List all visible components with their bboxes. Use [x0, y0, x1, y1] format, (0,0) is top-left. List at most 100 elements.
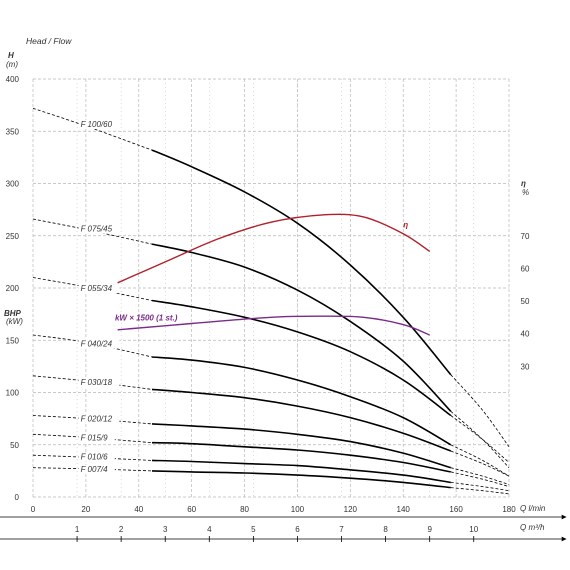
curve-label-bg: [78, 120, 120, 130]
curve-dashed-end: [450, 487, 510, 495]
curve-group: F 020/12: [32, 414, 510, 485]
curve-dashed-start: [32, 277, 153, 301]
curve-label: F 015/9: [81, 434, 109, 443]
x-tick-label: 80: [240, 505, 249, 514]
power-label: kW × 1500 (1 st.): [115, 313, 178, 322]
bhp-axis-unit: (kW): [6, 317, 23, 326]
y-tick-label: 250: [6, 232, 20, 241]
curve-group: F 075/45: [32, 218, 510, 468]
x-tick-label: 160: [449, 505, 463, 514]
x-secondary-tick-label: 10: [469, 525, 478, 534]
x-secondary-tick-label: 7: [339, 525, 344, 534]
y-axis-symbol: H: [8, 51, 14, 60]
curve-solid: [151, 441, 451, 473]
eff-tick-label: 40: [521, 330, 530, 339]
curve-group: F 100/60: [32, 107, 510, 448]
x-tick-label: 120: [344, 505, 358, 514]
eff-axis-symbol: η: [521, 179, 526, 188]
curve-label-bg: [78, 339, 120, 349]
curve-solid: [151, 423, 452, 469]
y-tick-label: 400: [6, 75, 20, 84]
x-secondary-tick-label: 9: [427, 525, 432, 534]
x-tick-label: 20: [81, 505, 90, 514]
curve-group: F 010/6: [32, 452, 510, 492]
curve-label-bg: [78, 284, 120, 294]
eff-axis-unit: %: [522, 188, 529, 197]
efficiency-curve: [117, 213, 431, 284]
curve-label-bg: [78, 224, 120, 234]
curve-label-bg: [78, 452, 115, 462]
curve-dashed-end: [450, 374, 510, 448]
x-secondary-tick-label: 5: [251, 525, 256, 534]
curve-label-bg: [78, 414, 120, 424]
curve-label: F 010/6: [81, 452, 109, 461]
curve-solid: [151, 459, 451, 484]
x-secondary-tick-label: 2: [119, 525, 124, 534]
y-tick-label: 50: [10, 441, 19, 450]
y-tick-label: 0: [15, 493, 20, 502]
efficiency-label: η: [403, 220, 408, 229]
x-axis-label-lmin: Q l/min: [520, 504, 546, 513]
curve-label: F 055/34: [81, 284, 113, 293]
eff-tick-label: 70: [521, 232, 530, 241]
curve-dashed-start: [32, 218, 153, 245]
y-tick-label: 150: [6, 336, 20, 345]
curve-solid: [151, 299, 452, 417]
curve-solid: [151, 470, 451, 489]
eff-tick-label: 50: [521, 297, 530, 306]
curve-dashed-start: [32, 107, 153, 151]
curve-label: F 030/18: [81, 378, 113, 387]
efficiency-and-power-curves: η kW × 1500 (1 st.): [115, 213, 431, 336]
x-axis-label-m3h: Q m³/h: [520, 523, 545, 532]
x-tick-label: 180: [502, 505, 516, 514]
curve-label: F 075/45: [81, 225, 113, 234]
curve-dashed-end: [450, 450, 510, 477]
curve-group: F 040/24: [32, 334, 510, 477]
x-tick-label: 100: [291, 505, 305, 514]
curve-dashed-start: [32, 433, 153, 444]
curve-group: F 030/18: [32, 375, 510, 477]
bhp-axis-symbol: BHP: [4, 309, 22, 318]
curve-group: F 055/34: [32, 277, 510, 463]
curve-label: F 020/12: [81, 415, 113, 424]
curve-dashed-end: [450, 467, 510, 485]
curve-dashed-end: [450, 415, 510, 463]
curve-dashed-end: [450, 471, 510, 487]
y-axis-unit: (m): [6, 60, 18, 69]
pump-curves: F 100/60 F 075/45 F 055/34 F 040/24 F 030/18…: [32, 107, 510, 495]
y-tick-label: 350: [6, 127, 20, 136]
curve-label-bg: [78, 433, 115, 443]
curve-dashed-end: [450, 444, 510, 477]
curve-label: F 040/24: [81, 339, 113, 348]
x-secondary-tick-label: 3: [163, 525, 168, 534]
grid: [32, 78, 510, 498]
curve-dashed-end: [450, 411, 510, 468]
x-tick-label: 0: [31, 505, 36, 514]
x-secondary-tick-label: 1: [75, 525, 80, 534]
x-secondary-tick-label: 6: [295, 525, 300, 534]
eff-tick-label: 60: [521, 264, 530, 273]
curve-solid: [151, 356, 452, 446]
curve-dashed-start: [32, 415, 153, 425]
y-tick-label: 100: [6, 389, 20, 398]
x-secondary-tick-label: 4: [207, 525, 212, 534]
curve-solid: [151, 149, 452, 376]
power-curve: [117, 315, 430, 336]
x-tick-label: 140: [397, 505, 411, 514]
curve-group: F 015/9: [32, 433, 510, 487]
x-tick-label: 40: [134, 505, 143, 514]
y-tick-label: 300: [6, 180, 20, 189]
curve-group: F 007/4: [32, 464, 510, 495]
curve-solid: [151, 388, 452, 452]
curve-dashed-end: [450, 482, 510, 492]
x-secondary-tick-label: 8: [383, 525, 388, 534]
eff-tick-label: 30: [521, 362, 530, 371]
curve-dashed-start: [32, 334, 153, 358]
curve-label: F 007/4: [81, 465, 109, 474]
y-tick-label: 200: [6, 284, 20, 293]
axes: [0, 514, 567, 542]
curve-solid: [151, 243, 452, 412]
curve-label: F 100/60: [81, 120, 113, 129]
